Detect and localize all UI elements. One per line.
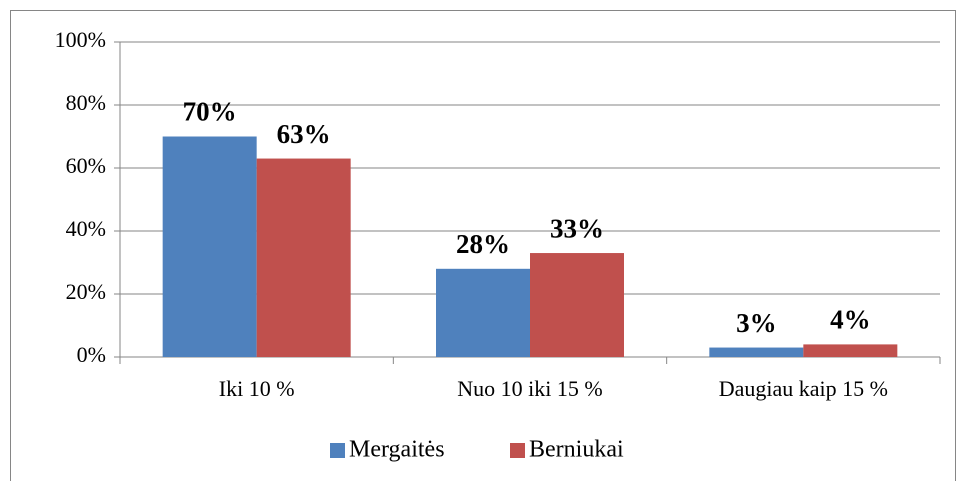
value-label: 33% [550, 213, 604, 243]
legend-swatch [330, 443, 345, 458]
bar [530, 253, 624, 357]
y-tick-label: 60% [66, 153, 106, 178]
x-tick-label: Daugiau kaip 15 % [719, 376, 888, 401]
x-tick-label: Iki 10 % [219, 376, 295, 401]
legend-label: Berniukai [529, 437, 624, 463]
value-label: 28% [456, 229, 510, 259]
bar [709, 347, 804, 357]
legend-swatch [510, 443, 525, 458]
bar [162, 136, 257, 357]
value-label: 3% [736, 308, 777, 338]
value-label: 4% [830, 305, 871, 335]
bar [436, 268, 530, 357]
y-tick-label: 0% [77, 342, 106, 367]
bar [803, 344, 898, 357]
y-tick-label: 100% [55, 27, 106, 52]
y-tick-label: 80% [66, 90, 106, 115]
value-label: 63% [277, 119, 331, 149]
legend-label: Mergaitės [349, 437, 445, 463]
y-tick-label: 20% [66, 279, 106, 304]
chart-frame [10, 10, 956, 481]
value-label: 70% [183, 97, 237, 127]
y-tick-label: 40% [66, 216, 106, 241]
bar [256, 158, 351, 357]
x-tick-label: Nuo 10 iki 15 % [457, 376, 602, 401]
